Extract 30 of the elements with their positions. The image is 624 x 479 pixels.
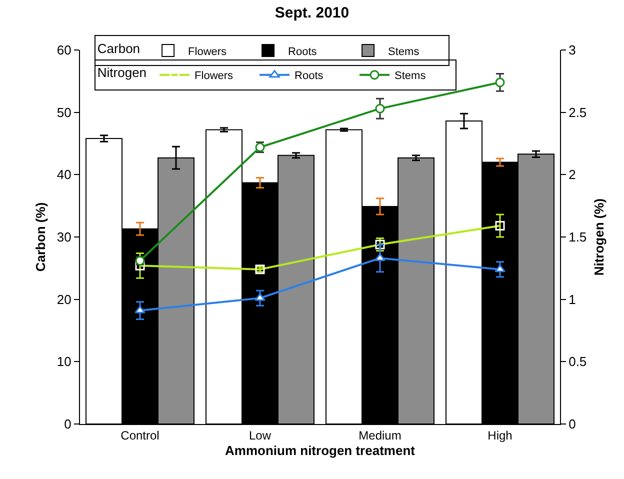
text: Nitrogen: [97, 65, 147, 80]
x-tick-label: Low: [248, 428, 272, 442]
chart-title: Sept. 2010: [274, 4, 350, 22]
y2-tick-label: 1: [568, 292, 576, 307]
y2-tick-label: 2: [568, 167, 576, 182]
y-tick-label: 60: [56, 42, 72, 58]
x-tick-label: Medium: [358, 428, 402, 442]
legend-label: Roots: [288, 46, 318, 58]
y-tick-label: 20: [56, 292, 72, 307]
y2-tick-label: 0.5: [568, 354, 587, 370]
legend-label: Stems: [388, 46, 420, 58]
y-tick-label: 50: [56, 104, 72, 120]
y-tick-label: 40: [56, 167, 72, 182]
legend-label: Roots: [294, 70, 324, 82]
y2-axis-title: Nitrogen (%): [591, 198, 606, 276]
x-tick-label: High: [488, 428, 512, 442]
x-tick-label: Control: [120, 428, 160, 442]
y-axis-title: Carbon (%): [32, 202, 48, 272]
y2-tick-label: 2.5: [568, 104, 587, 120]
y-tick-label: 0: [64, 416, 72, 432]
y2-tick-label: 3: [568, 42, 576, 58]
legend-label: Flowers: [188, 46, 228, 58]
y2-tick-label: 1.5: [568, 230, 587, 245]
text: Carbon: [97, 40, 140, 56]
y2-tick-label: 0: [568, 416, 576, 432]
legend-label: Stems: [394, 70, 426, 82]
x-axis-title: Ammonium nitrogen treatment: [225, 443, 416, 458]
legend-label: Flowers: [194, 70, 234, 82]
y-tick-label: 30: [56, 230, 72, 245]
y-tick-label: 10: [56, 354, 72, 370]
